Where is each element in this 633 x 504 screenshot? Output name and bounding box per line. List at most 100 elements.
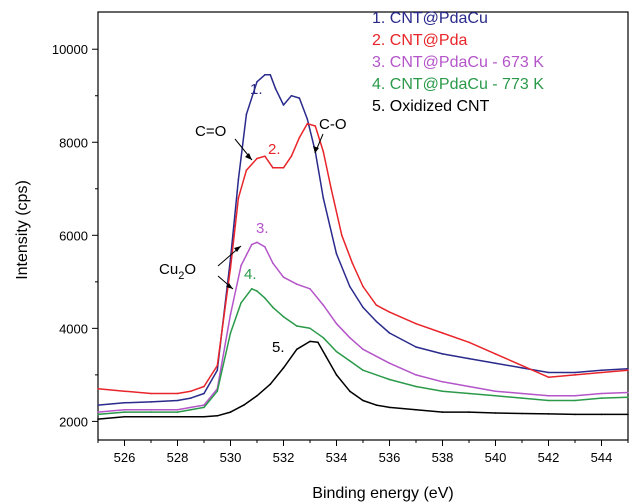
data-point xyxy=(264,74,266,76)
data-point xyxy=(494,395,497,397)
data-point xyxy=(298,97,301,99)
data-point xyxy=(123,402,126,404)
x-tick-label: 530 xyxy=(220,450,242,465)
data-point xyxy=(415,346,417,348)
data-point xyxy=(574,413,576,416)
data-point xyxy=(272,262,274,265)
data-point xyxy=(627,369,629,372)
data-point xyxy=(150,415,152,418)
data-point xyxy=(494,390,497,393)
x-tick-label: 542 xyxy=(538,450,560,465)
data-point xyxy=(362,285,364,288)
series-line xyxy=(97,340,628,420)
data-point xyxy=(264,246,266,248)
data-point xyxy=(521,397,523,399)
data-point xyxy=(190,409,192,411)
data-point xyxy=(150,411,152,413)
data-point xyxy=(468,385,470,388)
data-point xyxy=(150,392,152,395)
annotation-c-o: C-O xyxy=(319,116,347,133)
data-point xyxy=(229,313,232,316)
series-1 xyxy=(97,74,629,406)
cu2o-sub: 2 xyxy=(178,270,184,282)
series-line xyxy=(97,74,629,406)
data-point xyxy=(547,371,550,374)
data-point xyxy=(351,262,354,265)
annotation-arrowheads xyxy=(226,146,319,289)
data-point xyxy=(388,406,391,409)
data-point xyxy=(627,368,629,370)
data-point xyxy=(468,411,470,413)
data-point xyxy=(521,392,523,395)
data-point xyxy=(600,371,603,374)
data-point xyxy=(97,411,99,413)
x-tick-label: 534 xyxy=(326,450,348,465)
data-point xyxy=(317,341,319,344)
data-point xyxy=(574,374,576,376)
data-point xyxy=(349,390,351,393)
series-5 xyxy=(97,340,629,420)
data-point xyxy=(296,348,298,351)
data-point xyxy=(176,411,179,413)
data-point xyxy=(335,374,338,376)
data-point xyxy=(229,267,232,269)
data-point xyxy=(375,404,378,406)
data-point xyxy=(627,396,629,399)
data-point xyxy=(190,390,192,393)
data-point xyxy=(375,320,378,323)
data-point xyxy=(415,374,417,376)
data-point xyxy=(521,412,523,415)
data-point xyxy=(547,399,550,402)
series-2 xyxy=(97,122,629,395)
data-point xyxy=(229,411,232,413)
data-point xyxy=(97,413,99,416)
data-point xyxy=(296,325,298,327)
data-point xyxy=(256,157,258,160)
data-point xyxy=(123,411,126,413)
annotation-cu2o: Cu2O xyxy=(159,261,196,282)
data-point xyxy=(282,276,285,279)
data-point xyxy=(290,94,293,97)
data-point xyxy=(362,369,364,372)
x-tick-label: 532 xyxy=(273,450,295,465)
data-point xyxy=(123,390,126,393)
data-point xyxy=(240,264,242,267)
x-tick-label: 536 xyxy=(379,450,401,465)
data-point xyxy=(349,285,351,288)
data-point xyxy=(306,118,309,120)
data-point xyxy=(322,336,325,339)
y-tick-label: 4000 xyxy=(59,321,88,336)
data-point xyxy=(494,412,497,414)
y-tick-label: 8000 xyxy=(59,135,88,150)
y-axis-title: Intensity (cps) xyxy=(14,180,31,280)
data-point xyxy=(521,364,523,367)
data-point xyxy=(150,401,152,403)
data-point xyxy=(229,332,232,334)
annotation-c-eq-o: C=O xyxy=(195,123,226,140)
data-point xyxy=(216,390,219,393)
data-point xyxy=(325,355,327,358)
data-point xyxy=(290,155,293,157)
data-point xyxy=(309,288,311,290)
plot-frame xyxy=(97,11,629,441)
data-point xyxy=(256,395,258,397)
data-point xyxy=(216,364,219,367)
data-point xyxy=(600,392,603,395)
data-point xyxy=(388,332,391,334)
data-point xyxy=(269,74,272,76)
x-axis-title: Binding energy (eV) xyxy=(312,485,453,502)
data-point xyxy=(97,418,99,420)
data-point xyxy=(216,369,219,372)
data-point xyxy=(237,197,240,199)
data-point xyxy=(269,383,272,386)
data-point xyxy=(441,381,444,383)
x-tick-label: 540 xyxy=(485,450,507,465)
data-point xyxy=(256,290,258,292)
data-point xyxy=(274,88,277,90)
data-point xyxy=(190,397,192,399)
arrowhead-c-o xyxy=(313,146,319,153)
data-point xyxy=(388,378,391,381)
data-point xyxy=(203,415,205,418)
data-point xyxy=(176,399,179,402)
cu2o-tail: O xyxy=(184,261,196,278)
